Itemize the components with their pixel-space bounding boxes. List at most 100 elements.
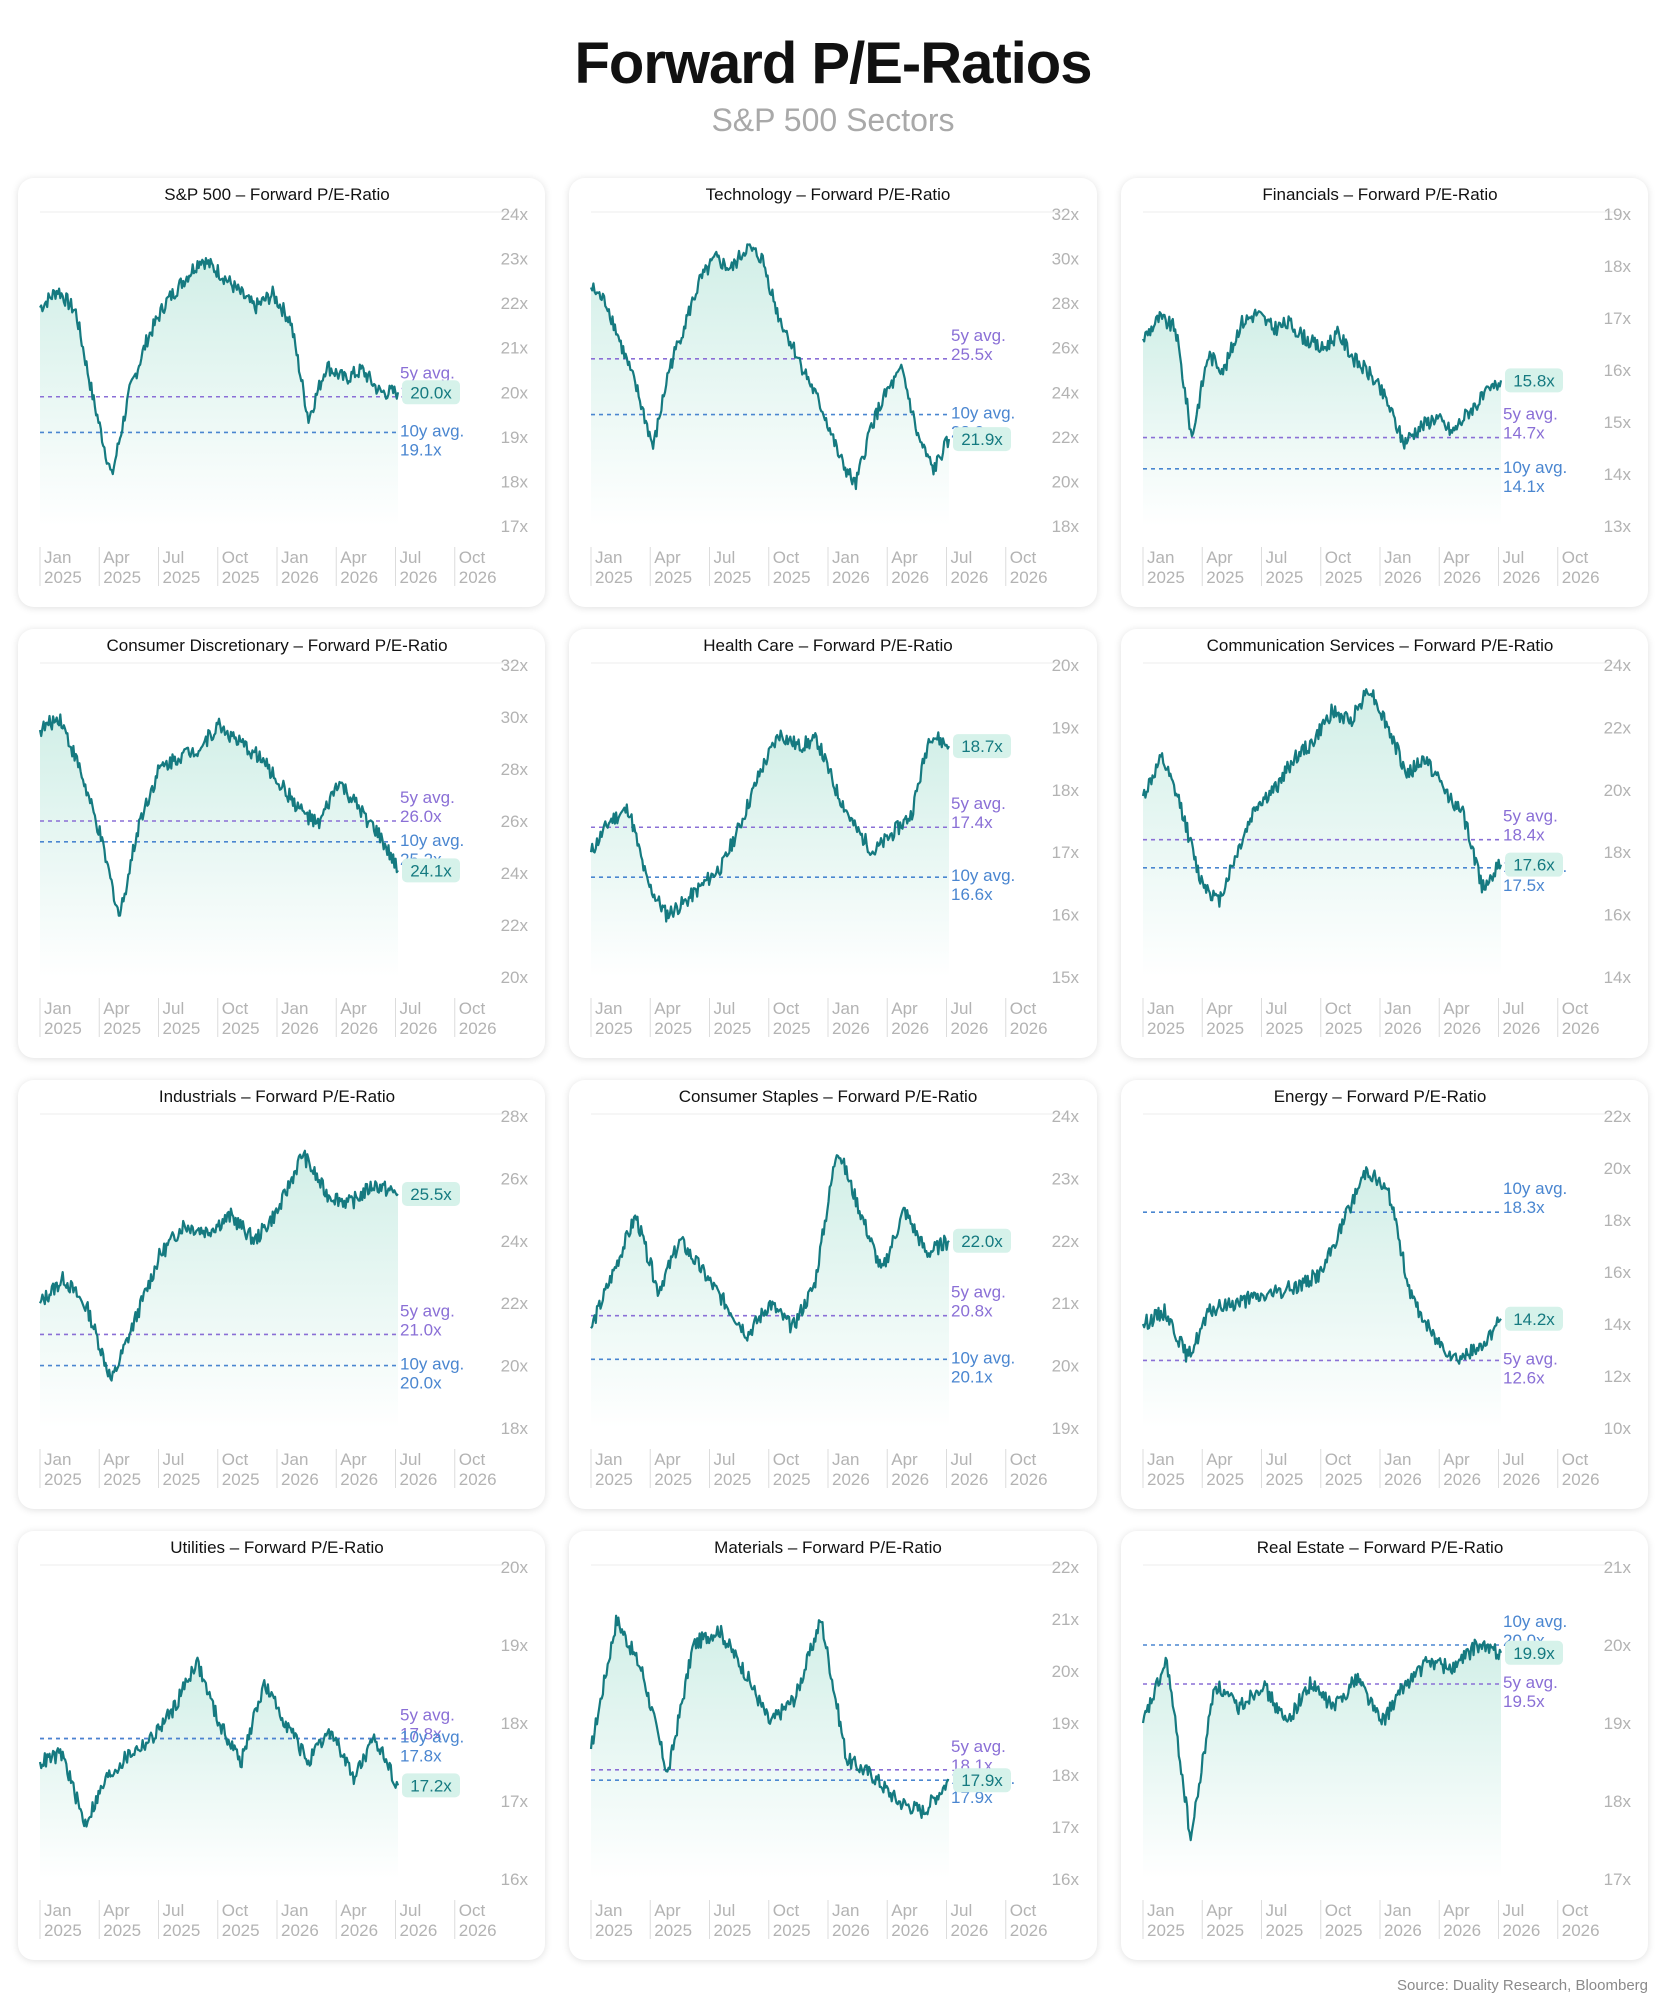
avg-10y-value: 19.1x [400,440,442,459]
avg-10y-label: 10y avg. [1503,458,1567,477]
y-tick-label: 24x [1603,656,1631,675]
y-tick-label: 19x [1603,1714,1631,1733]
x-tick-year: 2026 [400,1019,438,1038]
avg-5y-value: 19.5x [1503,1692,1545,1711]
x-tick-year: 2026 [1443,1921,1481,1940]
series-area [1142,1639,1501,1879]
x-tick-month: Apr [655,999,682,1018]
x-tick-year: 2026 [459,1019,497,1038]
avg-10y-value: 17.5x [1503,876,1545,895]
x-tick-month: Jul [951,1450,973,1469]
y-tick-label: 21x [1052,1294,1080,1313]
x-tick-month: Jul [1265,1450,1287,1469]
current-value-label: 14.2x [1513,1310,1555,1329]
y-tick-label: 17x [1052,1818,1080,1837]
avg-5y-value: 17.8x [400,1725,442,1744]
x-tick-year: 2025 [1324,1921,1362,1940]
x-tick-month: Oct [459,1450,486,1469]
avg-5y-value: 14.7x [1503,424,1545,443]
x-tick-year: 2026 [459,568,497,587]
y-tick-label: 10x [1603,1419,1631,1438]
chart-svg: Consumer Staples – Forward P/E-Ratio 24x 2… [590,1087,1080,1489]
chart-svg: Technology – Forward P/E-Ratio 32x 30x 28x 2… [590,185,1080,587]
x-tick-year: 2026 [1502,1019,1540,1038]
x-tick-year: 2026 [281,1921,319,1940]
current-value-label: 17.6x [1513,856,1555,875]
current-value-badge [402,380,460,405]
avg-5y-label: 5y avg. [400,1706,455,1725]
x-tick-year: 2025 [1265,568,1303,587]
x-tick-month: Jul [714,1901,736,1920]
x-tick-month: Oct [773,548,800,567]
x-tick-month: Jul [1502,999,1524,1018]
y-tick-label: 19x [501,428,529,447]
y-tick-label: 18x [501,472,529,491]
chart-grid: S&P 500 – Forward P/E-Ratio 24x 23x 22x 21x 2… [18,178,1648,1960]
y-tick-label: 17x [1603,309,1631,328]
y-tick-label: 22x [1603,718,1631,737]
chart-card: Utilities – Forward P/E-Ratio 20x 19x 18x 17… [18,1531,546,1960]
x-tick-year: 2026 [1502,1921,1540,1940]
x-tick-month: Jan [832,548,859,567]
avg-10y-value: 20.1x [951,1367,993,1386]
avg-10y-value: 17.9x [951,1788,993,1807]
x-tick-month: Apr [1206,1450,1233,1469]
x-tick-year: 2025 [1147,1019,1185,1038]
x-tick-year: 2026 [832,568,870,587]
y-tick-label: 15x [1603,413,1631,432]
series-area [40,1657,398,1879]
x-tick-year: 2025 [103,1470,141,1489]
y-tick-label: 12x [1603,1367,1631,1386]
x-tick-month: Oct [1561,548,1588,567]
chart-card: Financials – Forward P/E-Ratio 19x 18x 17x 1… [1120,178,1648,607]
x-tick-month: Jul [163,1901,185,1920]
x-tick-month: Jan [281,1901,308,1920]
current-value-label: 17.2x [410,1776,452,1795]
x-tick-month: Jan [832,1901,859,1920]
x-tick-month: Jan [44,1901,71,1920]
avg-5y-label: 5y avg. [1503,1349,1558,1368]
x-tick-month: Jan [595,999,622,1018]
avg-10y-value: 14.1x [1503,477,1545,496]
chart-title: Financials – Forward P/E-Ratio [1262,185,1497,204]
chart-card: Energy – Forward P/E-Ratio 22x 20x 18x 16x 14… [1120,1080,1648,1509]
x-tick-month: Apr [892,1901,919,1920]
x-tick-year: 2025 [1324,1470,1362,1489]
series-area [591,730,950,977]
x-tick-month: Apr [340,999,367,1018]
avg-5y-value: 21.0x [400,1320,442,1339]
x-tick-month: Jan [1384,1901,1411,1920]
y-tick-label: 17x [1052,843,1080,862]
x-tick-month: Jan [595,1450,622,1469]
x-tick-month: Jan [1384,548,1411,567]
x-tick-month: Jan [1147,548,1174,567]
chart-card: Technology – Forward P/E-Ratio 32x 30x 28x 2… [569,178,1097,607]
y-tick-label: 16x [501,1870,529,1889]
x-tick-month: Apr [1206,548,1233,567]
x-tick-year: 2026 [951,1470,989,1489]
y-tick-label: 32x [501,656,529,675]
x-tick-month: Oct [1324,1901,1351,1920]
chart-svg: Energy – Forward P/E-Ratio 22x 20x 18x 16x 14… [1141,1087,1631,1489]
x-tick-month: Oct [1324,1450,1351,1469]
x-tick-year: 2026 [459,1470,497,1489]
avg-5y-value: 26.0x [400,807,442,826]
x-tick-month: Apr [1443,999,1470,1018]
avg-5y-label: 5y avg. [951,326,1006,345]
chart-card: Real Estate – Forward P/E-Ratio 21x 20x 19x… [1120,1531,1648,1960]
current-value-badge [1504,852,1563,877]
y-tick-label: 26x [501,812,529,831]
avg-10y-label: 10y avg. [1503,1612,1567,1631]
y-tick-label: 15x [1052,968,1080,987]
x-tick-year: 2025 [1147,568,1185,587]
x-tick-year: 2026 [1502,1470,1540,1489]
x-tick-year: 2026 [892,568,930,587]
x-tick-month: Jul [400,1450,422,1469]
y-tick-label: 19x [1052,1714,1080,1733]
x-tick-month: Oct [1561,999,1588,1018]
x-tick-year: 2025 [595,1921,633,1940]
x-tick-month: Oct [1010,999,1037,1018]
avg-5y-label: 5y avg. [400,364,455,383]
x-tick-month: Oct [1010,1450,1037,1469]
x-tick-year: 2025 [163,1921,201,1940]
